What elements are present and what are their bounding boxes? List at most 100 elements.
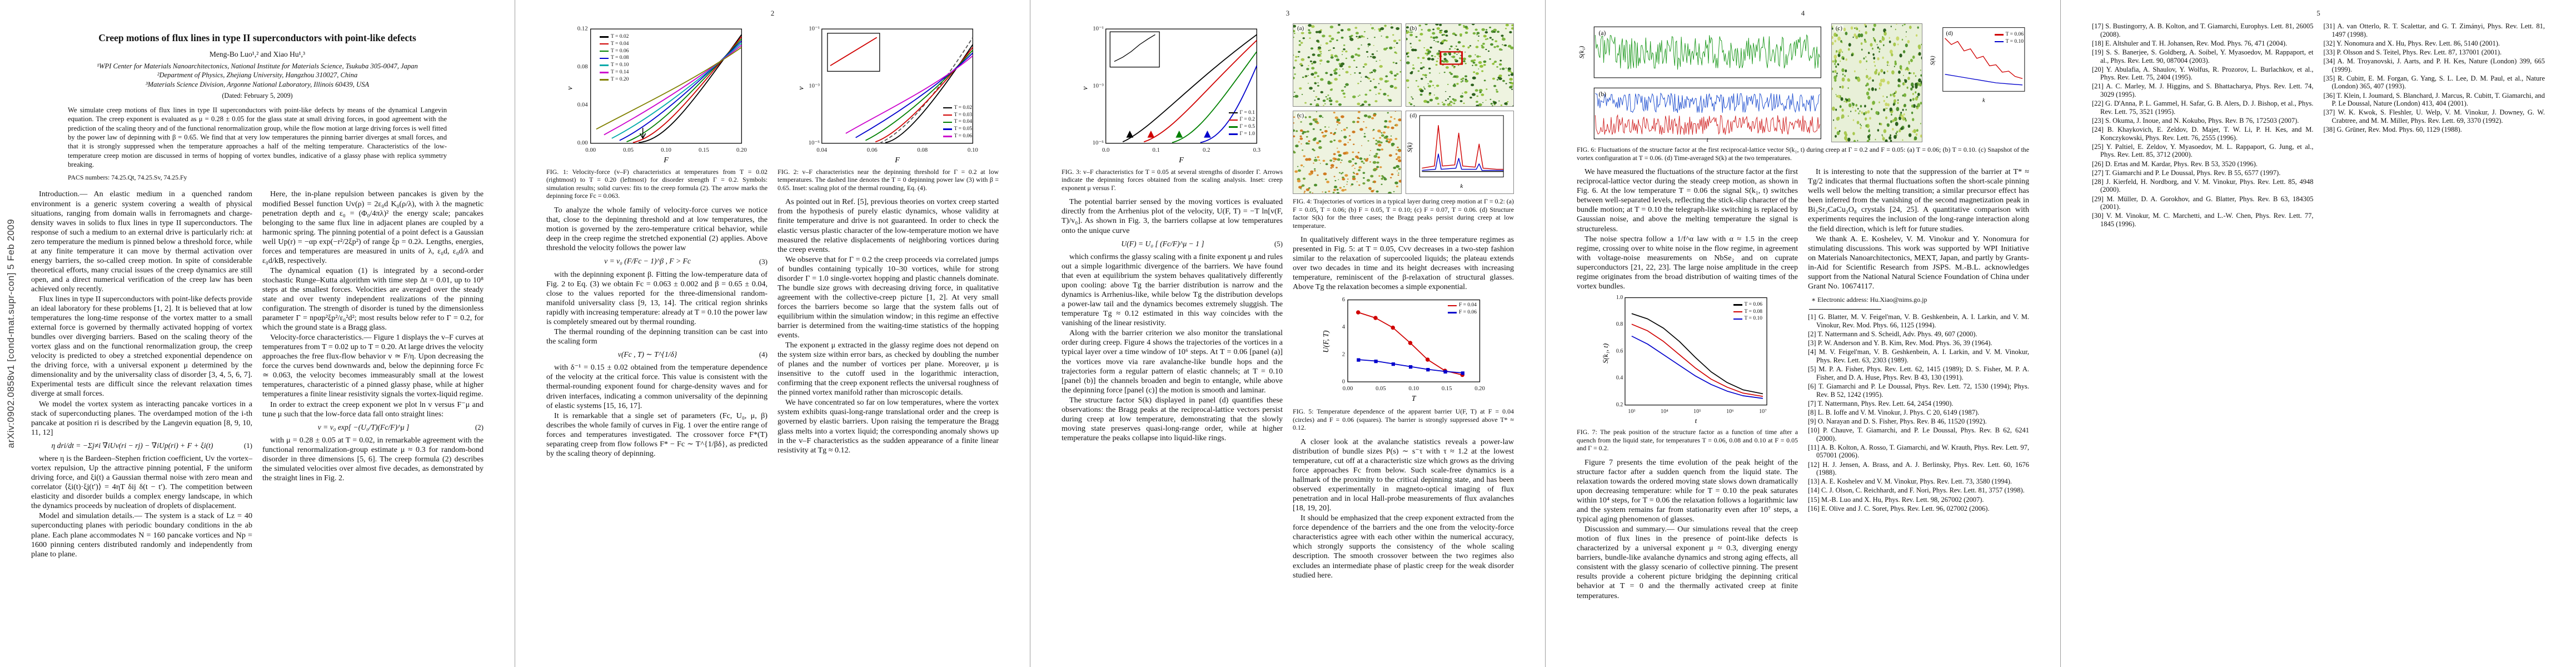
- paragraph: As pointed out in Ref. [5], previous the…: [778, 197, 999, 254]
- legend-entry: T = 0.10: [600, 62, 629, 69]
- column-text: As pointed out in Ref. [5], previous the…: [778, 197, 999, 455]
- speckle-image: [1293, 24, 1401, 106]
- page-1: arXiv:0902.0858v1 [cond-mat.supr-con] 5 …: [0, 0, 515, 667]
- svg-text:0.08: 0.08: [917, 147, 928, 153]
- svg-text:6: 6: [1342, 297, 1345, 303]
- figure-1-plot: 0.00 0.05 0.10 0.15 0.20 0.120.080.040.00 F …: [566, 26, 747, 165]
- figure-7: 10³ 10⁴ 10⁵ 10⁶ 10⁷ 1.0 0.8 0.6 0.4 0.2 t S(k₁, …: [1577, 292, 1798, 452]
- reference-item: [27] T. Giamarchi and P. Le Doussal, Phy…: [2092, 168, 2281, 177]
- legend-entry: T = 0.06: [1994, 31, 2024, 38]
- y-axis-label: v: [798, 86, 806, 90]
- column-text: It is interesting to note that the suppr…: [1808, 167, 2029, 303]
- footnote: ∗ Electronic address: Hu.Xiao@nims.go.jp: [1811, 295, 1927, 303]
- paragraph: with δ⁻¹ = 0.15 ± 0.02 obtained from the…: [546, 363, 768, 410]
- reference-item: [1] G. Blatter, M. V. Feigel'man, V. B. …: [1808, 313, 2029, 329]
- reference-item: [10] P. Chauve, T. Giamarchi, and P. Le …: [1808, 426, 2029, 442]
- legend-entry: T = 0.20: [600, 76, 629, 83]
- legend-entry: T = 0.02: [943, 104, 972, 112]
- reference-item: [20] Y. Abulafia, A. Shaulov, Y. Wolfus,…: [2092, 65, 2314, 82]
- paper-title: Creep motions of flux lines in type II s…: [98, 32, 416, 43]
- page-4: 4 (a) S(k₁): [1546, 0, 2061, 667]
- column-text: We have measured the fluctuations of the…: [1577, 167, 1798, 291]
- reference-item: [25] Y. Paltiel, E. Zeldov, Y. Myasoedov…: [2092, 142, 2314, 159]
- paragraph: Velocity-force characteristics.— Figure …: [262, 333, 484, 399]
- svg-text:0.10: 0.10: [968, 147, 978, 153]
- panel-label: (c): [1296, 112, 1306, 120]
- column-left: [17] S. Bustingorry, A. B. Kolton, and T…: [2092, 22, 2314, 229]
- plot-legend: T = 0.02 T = 0.03 T = 0.04 T = 0.05 T = 0.06: [943, 104, 972, 140]
- column-right: Here, the in-plane repulsion between pan…: [262, 190, 484, 559]
- legend-entry: T = 0.08: [1733, 308, 1762, 316]
- y-axis-label: U(F, T): [1322, 330, 1331, 353]
- authors-line: Meng-Bo Luo¹,² and Xiao Hu¹,³: [209, 49, 306, 58]
- legend-entry: T = 0.10: [1994, 38, 2024, 46]
- plot-legend: T = 0.06 T = 0.10: [1994, 31, 2024, 46]
- x-axis-label: k: [1982, 97, 1985, 103]
- svg-text:10⁻¹: 10⁻¹: [809, 26, 820, 32]
- figure-caption: FIG. 4: Trajectories of vortices in a ty…: [1293, 197, 1514, 230]
- svg-text:0.2: 0.2: [1203, 147, 1210, 153]
- column-left: 0.0 0.1 0.2 0.3 10⁻¹ 10⁻³ 10⁻⁵ F v Γ = 0.1 Γ =…: [1062, 22, 1283, 581]
- reference-item: [33] P. Olsson and S. Teitel, Phys. Rev.…: [2323, 48, 2502, 56]
- reference-item: [21] A. C. Marley, M. J. Higgins, and S.…: [2092, 82, 2314, 98]
- paragraph: Along with the barrier criterion we also…: [1062, 328, 1283, 395]
- speckle-image: [1293, 111, 1401, 193]
- svg-text:10⁻¹: 10⁻¹: [1093, 26, 1104, 32]
- references-rule: [1809, 309, 1881, 310]
- paragraph: with the depinning exponent β. Fitting t…: [546, 270, 768, 326]
- column-right: (a) (b) (c): [1293, 22, 1514, 581]
- reference-item: [35] R. Cubitt, E. M. Forgan, G. Yang, S…: [2323, 74, 2545, 91]
- paragraph: with μ = 0.28 ± 0.05 at T = 0.02, in rem…: [262, 436, 484, 483]
- page-number: 4: [1801, 9, 1805, 17]
- svg-text:10⁻⁵: 10⁻⁵: [1093, 140, 1104, 146]
- figure-5: 0.00 0.05 0.10 0.15 0.20 6 4 2 0 T U(F, T) F = …: [1293, 293, 1514, 432]
- pacs-line: PACS numbers: 74.25.Qt, 74.25.Sv, 74.25.…: [68, 173, 187, 182]
- reference-item: [6] T. Giamarchi and P. Le Doussal, Phys…: [1808, 382, 2029, 399]
- paragraph: The dynamical equation (1) is integrated…: [262, 266, 484, 332]
- arrow-1: [1126, 130, 1134, 138]
- legend-entry: T = 0.02: [600, 33, 629, 41]
- figure-4: (a) (b) (c): [1293, 23, 1514, 230]
- reference-item: [34] A. M. Troyanovski, J. Aarts, and P.…: [2323, 57, 2545, 73]
- figure-3: 0.0 0.1 0.2 0.3 10⁻¹ 10⁻³ 10⁻⁵ F v Γ = 0.1 Γ =…: [1062, 23, 1283, 192]
- affiliation-1: ¹WPI Center for Materials Nanoarchitecto…: [97, 62, 418, 70]
- paragraph: Flux lines in type II superconductors wi…: [31, 294, 252, 399]
- plot-legend: F = 0.04 F = 0.06: [1447, 302, 1477, 316]
- figure-caption: FIG. 7: The peak position of the structu…: [1577, 428, 1798, 452]
- arrow-2: [1147, 130, 1155, 138]
- svg-text:0.10: 0.10: [1408, 386, 1419, 392]
- paragraph: Introduction.— An elastic medium in a qu…: [31, 190, 252, 293]
- reference-item: [28] J. Kierfeld, H. Nordborg, and V. M.…: [2092, 177, 2314, 194]
- equation: η dri/dt = −Σj≠i ∇iUv(ri − rj) − ∇iUp(ri…: [51, 441, 252, 450]
- legend-entry: T = 0.04: [943, 118, 972, 126]
- svg-text:0.10: 0.10: [661, 147, 671, 153]
- reference-item: [22] G. D'Anna, P. L. Gammel, H. Safar, …: [2092, 99, 2314, 116]
- svg-text:0.15: 0.15: [699, 147, 709, 153]
- figure-caption: FIG. 3: v–F characteristics for T = 0.05…: [1062, 167, 1283, 192]
- paragraph: where η is the Bardeen–Stephen friction …: [31, 454, 252, 511]
- figure-caption: FIG. 2: v–F characteristics near the dep…: [778, 167, 999, 192]
- paragraph: We model the vortex system as interactin…: [31, 399, 252, 437]
- paragraph: Model and simulation details.— The syste…: [31, 511, 252, 559]
- averaged-structure-factor-plot: (d) k S(k): [1930, 27, 2025, 103]
- structure-factor-plot: k S(k): [1407, 115, 1504, 190]
- svg-text:0.04: 0.04: [577, 102, 588, 108]
- svg-text:0.2: 0.2: [1616, 402, 1623, 408]
- svg-text:0.4: 0.4: [1616, 375, 1623, 381]
- affiliation-2: ²Department of Physics, Zhejiang Univers…: [157, 71, 358, 79]
- page-3: 3: [1030, 0, 1546, 667]
- x-axis-label: t: [1695, 416, 1697, 425]
- paragraph: The potential barrier sensed by the movi…: [1062, 197, 1283, 235]
- arrow-3: [1175, 130, 1183, 138]
- paragraph: A closer look at the avalanche statistic…: [1293, 437, 1514, 513]
- figure-caption: FIG. 5: Temperature dependence of the ap…: [1293, 407, 1514, 432]
- x-axis-label: t: [1707, 137, 1709, 142]
- paragraph: The noise spectra follow a 1/f^α law wit…: [1577, 234, 1798, 291]
- column-right: [31] A. van Otterlo, R. T. Scalettar, an…: [2324, 22, 2545, 229]
- reference-item: [36] T. Klein, I. Joumard, S. Blanchard,…: [2323, 91, 2545, 108]
- y-axis-label: v: [566, 86, 575, 90]
- panel-label: (d): [1408, 112, 1418, 120]
- legend-entry: F = 0.04: [1447, 302, 1477, 309]
- figure-caption: FIG. 6: Fluctuations of the structure fa…: [1577, 146, 2029, 162]
